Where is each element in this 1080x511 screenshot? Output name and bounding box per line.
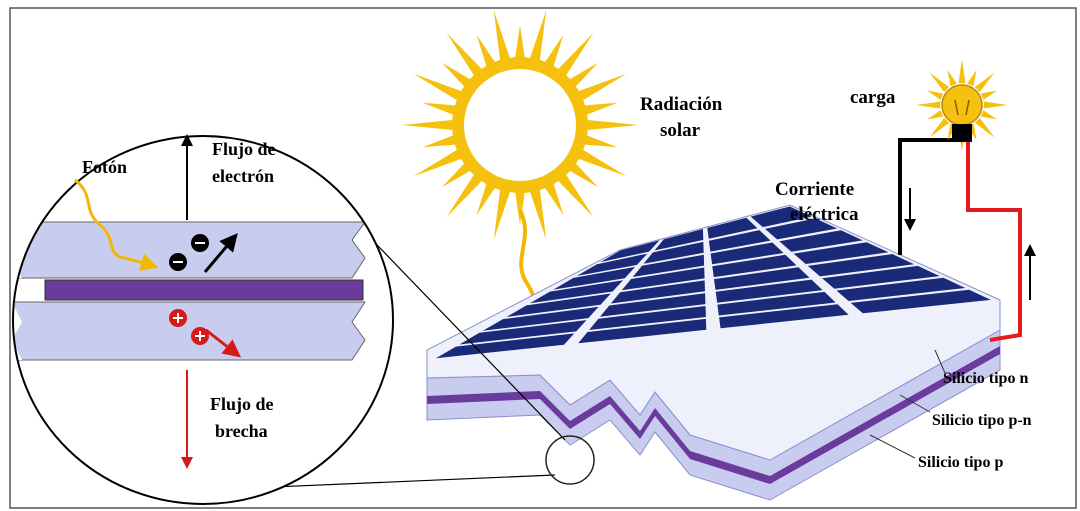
label-electron-flow-line2: electrón	[212, 166, 274, 186]
sun-ray	[528, 184, 546, 240]
electron-icon	[191, 234, 209, 252]
bulb-ray	[958, 59, 965, 83]
bulb-ray	[967, 70, 976, 86]
sun-ray	[494, 184, 512, 240]
label-load: carga	[850, 87, 896, 108]
label-current-line1: Corriente	[775, 179, 854, 200]
bulb-ray	[916, 101, 940, 108]
label-hole-flow-line2: brecha	[215, 421, 268, 441]
electron-icon	[169, 253, 187, 271]
label-silicon-pn: Silicio tipo p-n	[932, 412, 1032, 429]
label-electron-flow-line1: Flujo de	[212, 139, 276, 159]
bulb-ray	[975, 118, 995, 138]
sun-ray	[402, 119, 458, 130]
bulb-ray	[981, 90, 997, 99]
label-hole-flow-line1: Flujo de	[210, 394, 274, 414]
bulb-ray	[975, 72, 995, 92]
bulb-ray	[929, 118, 949, 138]
solar-panel	[427, 205, 1000, 500]
sun-icon	[402, 10, 638, 240]
negative-wire	[900, 140, 952, 255]
sun-ray	[582, 119, 638, 130]
zoom-detail-circle	[0, 136, 393, 504]
label-current-line2: eléctrica	[790, 204, 859, 225]
bulb-ray	[929, 72, 949, 92]
hole-icon	[169, 309, 187, 327]
sun-ray	[494, 10, 512, 66]
label-photon: Fotón	[82, 157, 127, 177]
bulb-ray	[947, 70, 956, 86]
label-silicon-p: Silicio tipo p	[918, 454, 1003, 471]
label-radiation-line2: solar	[660, 120, 701, 141]
bulb-ray	[927, 90, 943, 99]
bulb-ray	[984, 101, 1008, 108]
light-bulb-icon	[916, 59, 1008, 151]
label-silicon-n: Silicio tipo n	[943, 370, 1028, 387]
bulb-ray	[927, 110, 943, 119]
sun-ray	[528, 10, 546, 66]
label-radiation-line1: Radiación	[640, 94, 723, 115]
bulb-ray	[981, 110, 997, 119]
